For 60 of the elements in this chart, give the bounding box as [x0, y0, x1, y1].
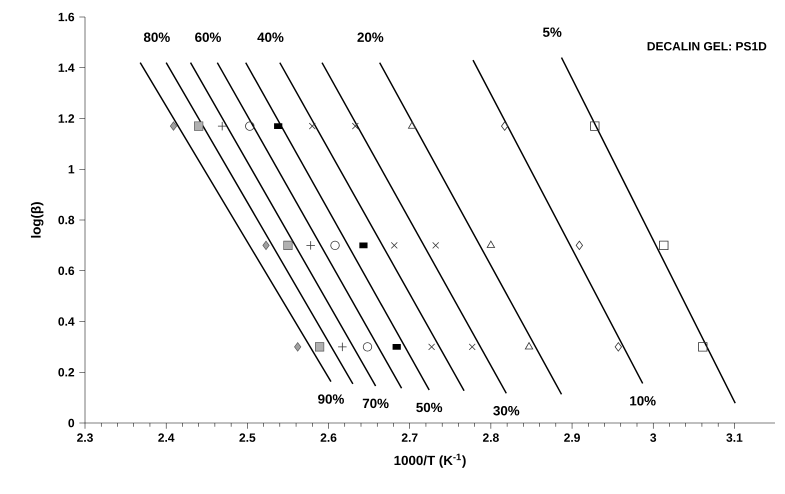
- point: [245, 121, 254, 131]
- point: [659, 240, 668, 250]
- series-label: 40%: [257, 32, 284, 42]
- point: [362, 342, 372, 352]
- point: [308, 122, 316, 130]
- point: [283, 240, 293, 250]
- series-label: 10%: [630, 396, 656, 406]
- y-tick-label: 0: [68, 418, 74, 428]
- x-tick-label: 2.7: [402, 433, 418, 442]
- y-tick-label: 0.6: [58, 266, 74, 276]
- point: [698, 342, 708, 352]
- point: [432, 242, 440, 249]
- x-tick-label: 3: [650, 433, 656, 442]
- series-label: 90%: [318, 394, 344, 404]
- x-tick-label: 2.8: [482, 433, 499, 442]
- point: [306, 240, 316, 250]
- point: [262, 240, 270, 250]
- series-label: 20%: [357, 32, 384, 42]
- point: [390, 242, 398, 249]
- x-axis-title: 1000/T (K$^{-1}$): [394, 454, 466, 468]
- point: [408, 121, 416, 129]
- y-tick-label: 1: [68, 165, 74, 174]
- series-label: 30%: [493, 406, 520, 416]
- y-tick-label: 1.4: [58, 64, 75, 72]
- annotation: DECALIN GEL: PS1D: [648, 42, 766, 51]
- point: [338, 342, 347, 352]
- point: [392, 344, 401, 350]
- point: [314, 342, 324, 352]
- y-tick-label: 0.8: [58, 216, 74, 224]
- y-tick-label: 1.6: [58, 12, 74, 22]
- x-tick-label: 2.5: [239, 433, 256, 442]
- point: [218, 121, 227, 131]
- x-tick-label: 2.3: [77, 433, 93, 442]
- point: [486, 240, 495, 248]
- x-tick-label: 3.1: [726, 433, 742, 442]
- point: [194, 122, 204, 131]
- series-label: 80%: [144, 32, 170, 42]
- x-tick-label: 2.9: [564, 433, 580, 442]
- series-label: 5%: [542, 27, 562, 37]
- series-label: 50%: [416, 402, 442, 412]
- point: [501, 121, 508, 131]
- point: [576, 240, 583, 250]
- y-tick-label: 1.2: [58, 114, 74, 123]
- point: [330, 240, 340, 250]
- point: [428, 343, 436, 350]
- point: [170, 122, 178, 131]
- y-tick-label: 0.4: [58, 317, 75, 326]
- point: [614, 342, 622, 352]
- series-label: 70%: [362, 398, 389, 408]
- y-axis-title: log(β): [30, 202, 44, 238]
- point: [590, 121, 600, 131]
- point: [274, 123, 282, 129]
- point: [294, 342, 302, 352]
- point: [524, 342, 534, 350]
- x-tick-label: 2.4: [158, 433, 174, 442]
- point: [468, 343, 476, 350]
- x-tick-label: 2.6: [320, 433, 336, 442]
- y-tick-label: 0.2: [58, 368, 74, 377]
- series-label: 60%: [195, 32, 221, 42]
- point: [352, 122, 359, 130]
